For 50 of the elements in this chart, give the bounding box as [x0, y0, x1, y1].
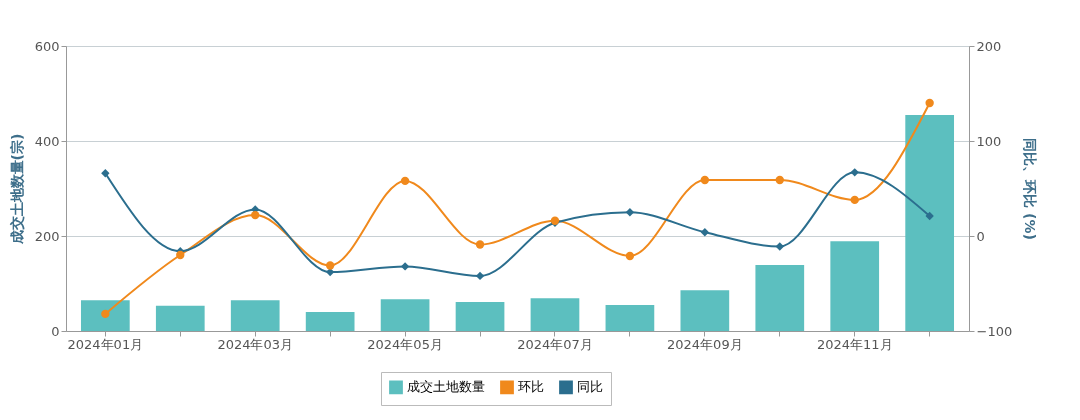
- bar: [680, 290, 730, 331]
- point: [400, 262, 410, 271]
- x-tick-label: 2024年01月: [67, 336, 144, 352]
- bar: [455, 302, 505, 331]
- point: [625, 251, 635, 261]
- y-tick-label: 400: [34, 133, 60, 149]
- point: [850, 168, 859, 177]
- y2-tick-label: 200: [976, 38, 1002, 54]
- point: [101, 309, 110, 319]
- point: [625, 208, 635, 217]
- bar: [155, 305, 205, 331]
- y2-tick-label: 100: [976, 133, 1002, 149]
- point: [925, 98, 934, 108]
- bar: [380, 299, 430, 331]
- point: [700, 175, 710, 185]
- bar: [305, 312, 355, 331]
- point: [325, 261, 335, 270]
- point: [850, 195, 859, 205]
- bar: [80, 300, 130, 331]
- point: [475, 240, 485, 249]
- legend-label: 成交土地数量: [407, 379, 485, 395]
- y2-tick-label: −100: [976, 323, 1013, 339]
- point: [775, 175, 784, 185]
- point: [475, 271, 485, 281]
- y-tick-label: 200: [34, 228, 60, 244]
- x-tick-label: 2024年07月: [517, 336, 593, 352]
- point: [400, 176, 410, 186]
- point: [176, 250, 185, 260]
- y2-axis-title: 同比、环比 (%): [1022, 138, 1039, 240]
- x-tick-label: 2024年03月: [217, 336, 294, 352]
- point: [251, 210, 260, 220]
- y2-tick-label: 0: [976, 228, 985, 244]
- y-axis-title: 成交土地数量(宗): [8, 133, 25, 246]
- x-tick-label: 2024年05月: [367, 336, 443, 352]
- y-tick-label: 0: [51, 323, 60, 339]
- x-tick-label: 2024年11月: [816, 336, 893, 352]
- y-tick-label: 600: [34, 38, 60, 54]
- point: [775, 242, 784, 251]
- bar: [755, 264, 805, 331]
- point: [700, 228, 710, 237]
- bar: [230, 300, 280, 331]
- legend-label: 环比: [518, 379, 544, 395]
- point: [101, 169, 110, 178]
- bar: [905, 114, 955, 331]
- point: [925, 211, 934, 221]
- legend-label: 同比: [577, 379, 603, 395]
- bar: [530, 298, 580, 331]
- bar: [830, 241, 880, 331]
- bar: [605, 304, 655, 331]
- x-tick-label: 2024年09月: [667, 336, 743, 352]
